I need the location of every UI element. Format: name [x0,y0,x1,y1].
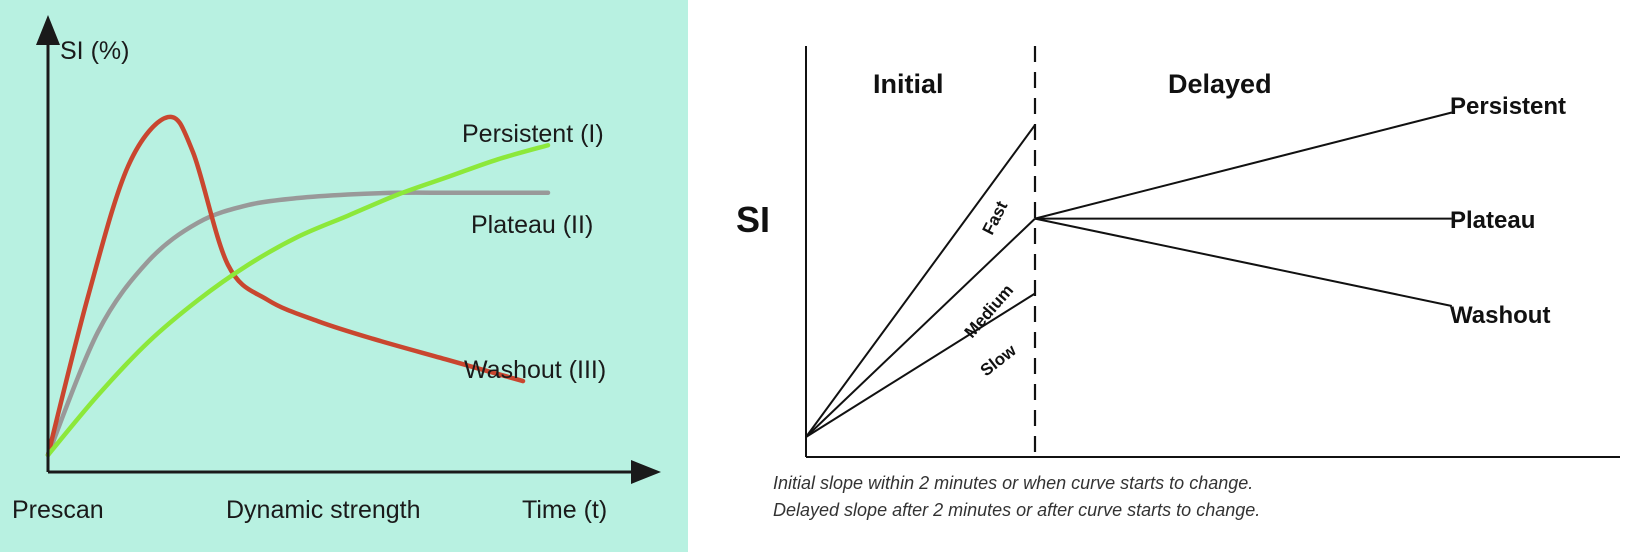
series-line-persistent [1034,111,1453,220]
series-label-persistent: Persistent (I) [462,120,604,148]
series-line-persistent [45,142,551,458]
series-line-washout [45,114,526,458]
slope-label-slow: Slow [977,340,1021,380]
left-chart: SI (%) Prescan Dynamic strength Time (t)… [12,15,661,524]
series-label-persistent: Persistent [1450,93,1566,120]
series-line-medium [805,217,1036,438]
series-label-washout: Washout (III) [464,356,606,384]
series-label-plateau: Plateau [1450,207,1535,234]
series-label-washout: Washout [1450,302,1550,329]
y-axis-label: SI (%) [60,37,129,65]
x-axis-label: Time (t) [522,496,607,524]
y-axis-label: SI [736,199,770,240]
footnote-initial: Initial slope within 2 minutes or when c… [773,473,1253,493]
slope-label-fast: Fast [979,198,1012,238]
slope-label-medium: Medium [961,281,1017,342]
series-line-slow [805,292,1036,438]
series-line-washout [1034,217,1452,307]
phase-label-initial: Initial [873,69,944,99]
series-line-plateau [45,190,551,458]
left-chart-panel: SI (%) Prescan Dynamic strength Time (t)… [0,0,688,552]
x-tick-label: Dynamic strength [226,496,421,524]
phase-label-delayed: Delayed [1168,69,1272,99]
right-chart: SI Initial Delayed Persistent Plateau Wa… [736,46,1620,520]
series-label-plateau: Plateau (II) [471,211,593,239]
right-chart-panel: SI Initial Delayed Persistent Plateau Wa… [688,0,1637,552]
x-tick-label: Prescan [12,496,104,524]
footnote-delayed: Delayed slope after 2 minutes or after c… [773,500,1260,520]
series-line-fast [805,124,1036,438]
